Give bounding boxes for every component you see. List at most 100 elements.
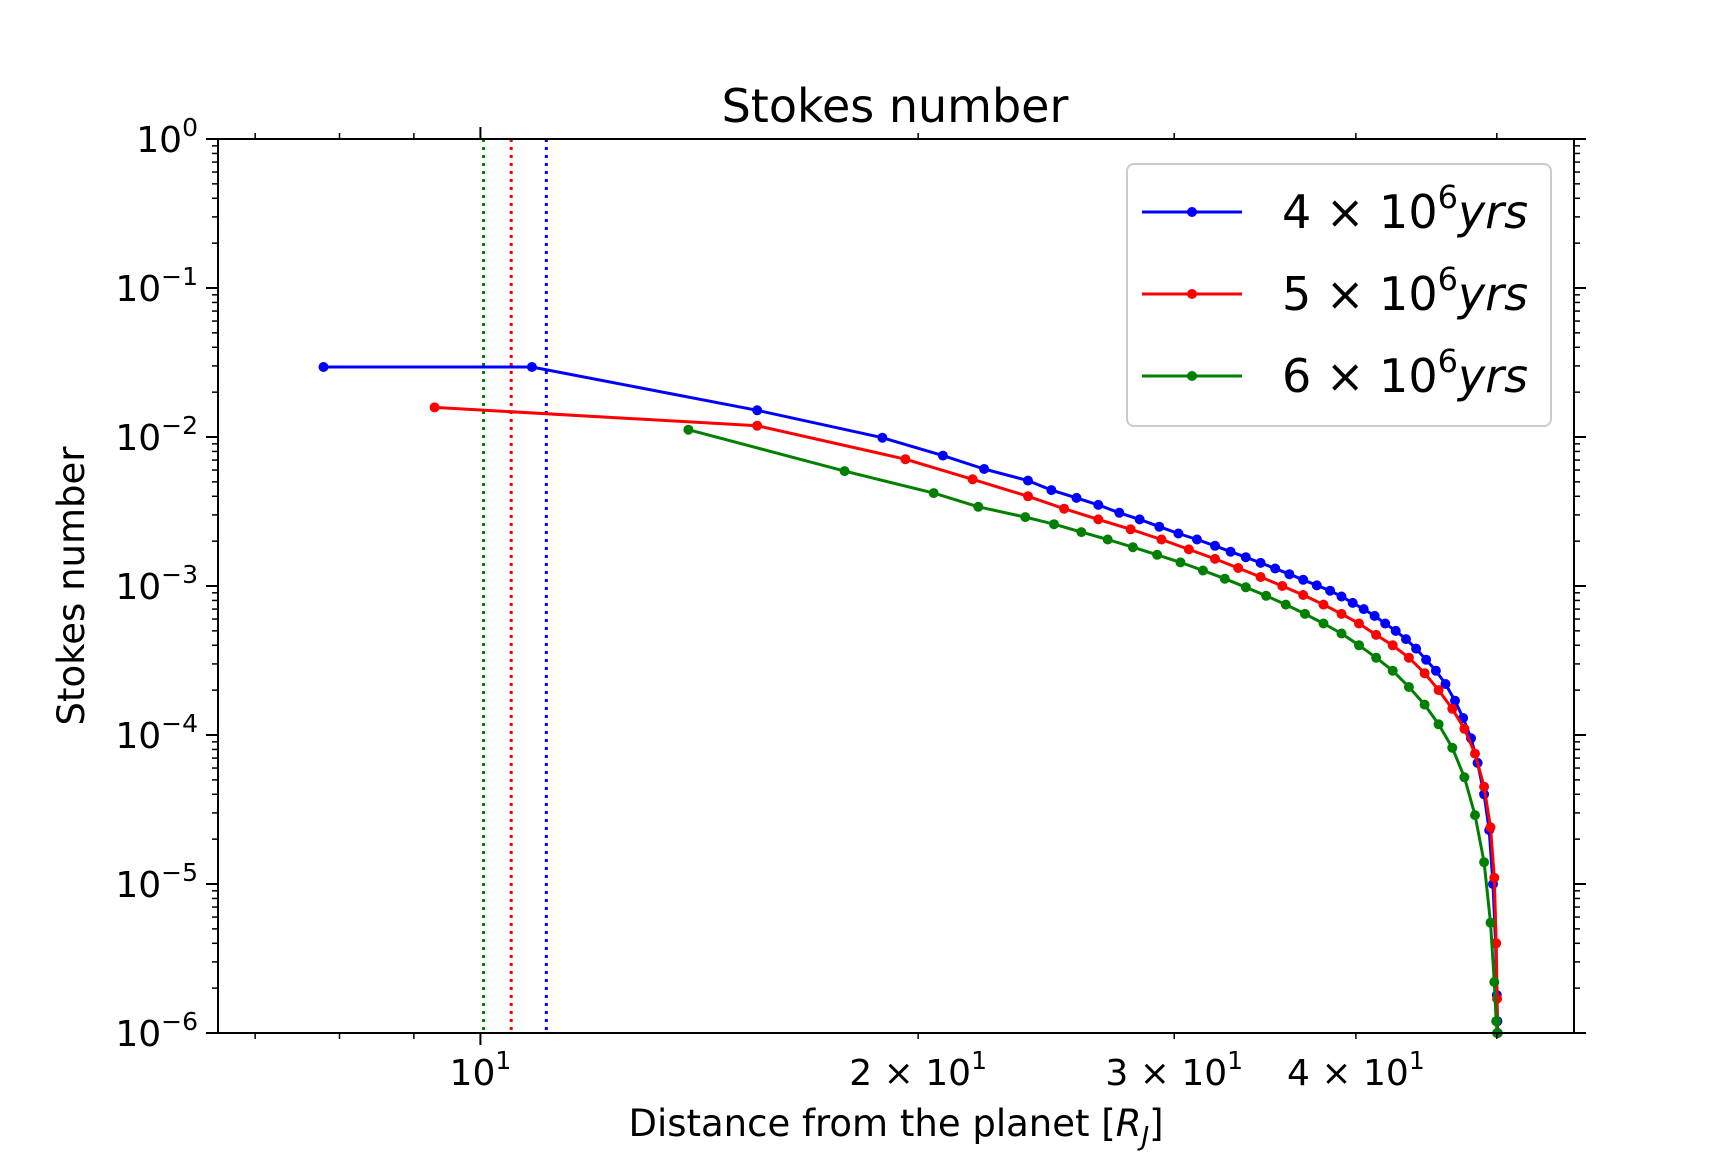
y-tick-labels: 100 10−1 10−2 10−3 10−4 10−5 10−6 bbox=[115, 113, 198, 1055]
axis-ticks bbox=[206, 127, 1586, 1045]
series-3-point bbox=[1300, 608, 1310, 619]
series-2-point bbox=[1318, 599, 1329, 610]
y-tick-label: 10−5 bbox=[115, 858, 198, 906]
series-3-point bbox=[1354, 640, 1364, 651]
series-1-point bbox=[1411, 643, 1422, 654]
series-2-point bbox=[1470, 748, 1480, 759]
series-2-point bbox=[1023, 491, 1033, 502]
series-2-point bbox=[1419, 668, 1430, 679]
series-1-point bbox=[1421, 654, 1432, 665]
series-2-point bbox=[900, 454, 911, 465]
series-2-point bbox=[1183, 544, 1194, 555]
series-2-point bbox=[1298, 590, 1309, 600]
series-1-point bbox=[1284, 569, 1295, 580]
series-3-point bbox=[1280, 599, 1291, 610]
series-1-point bbox=[1358, 604, 1369, 615]
series-2-point bbox=[429, 402, 440, 413]
series-1-point bbox=[1192, 534, 1202, 545]
series-3-point bbox=[1198, 565, 1208, 576]
series-3-point bbox=[1152, 549, 1163, 560]
series-2-point bbox=[1093, 514, 1104, 525]
series-1-point bbox=[1369, 610, 1380, 621]
series-3-point bbox=[1175, 557, 1186, 568]
series-2-point bbox=[1491, 938, 1502, 949]
series-1-point bbox=[1380, 618, 1391, 629]
series-2-point bbox=[1210, 553, 1220, 564]
legend-entry-label: 5 × 106yrs bbox=[1282, 260, 1528, 321]
y-tick-label: 100 bbox=[136, 113, 198, 161]
series-1-point bbox=[1450, 695, 1460, 706]
series-2-point bbox=[1387, 640, 1398, 651]
y-tick-label: 10−3 bbox=[115, 560, 198, 608]
legend-swatch-marker bbox=[1187, 207, 1197, 217]
series-1-point bbox=[1325, 585, 1336, 596]
series-1-point bbox=[752, 405, 763, 416]
data-series bbox=[318, 362, 1503, 1038]
series-1-point bbox=[1255, 557, 1266, 568]
series-2-point bbox=[1354, 618, 1364, 629]
vertical-reference-lines bbox=[482, 139, 548, 1033]
x-axis-label: Distance from the planet [RJ] bbox=[628, 1102, 1163, 1152]
series-3-point bbox=[1049, 519, 1059, 530]
series-3-point bbox=[1479, 857, 1490, 868]
x-tick-label: 2 × 101 bbox=[849, 1046, 987, 1094]
series-3-point bbox=[1102, 534, 1113, 545]
y-tick-label: 10−6 bbox=[115, 1007, 198, 1055]
series-1-point bbox=[318, 362, 329, 372]
series-3-point bbox=[1318, 618, 1329, 629]
series-1-point bbox=[937, 450, 948, 461]
series-2-point bbox=[1125, 524, 1136, 535]
series-3-point bbox=[839, 466, 850, 477]
series-1-point bbox=[1430, 665, 1441, 676]
series-2-point bbox=[752, 420, 763, 431]
series-line-3 bbox=[688, 428, 1499, 1035]
series-3-point bbox=[1261, 590, 1272, 601]
legend-entry-label: 4 × 106yrs bbox=[1282, 178, 1528, 239]
series-3-point bbox=[1419, 699, 1430, 710]
series-3-point bbox=[1076, 527, 1087, 538]
series-3-point bbox=[1489, 977, 1500, 987]
x-tick-labels: 101 2 × 101 3 × 101 4 × 101 bbox=[450, 1046, 1425, 1094]
series-2-point bbox=[1277, 581, 1288, 591]
series-line-2 bbox=[434, 405, 1500, 1034]
x-tick-label: 101 bbox=[450, 1046, 512, 1094]
series-2-point bbox=[1447, 703, 1458, 714]
series-1-point bbox=[1347, 597, 1358, 608]
series-1-point bbox=[526, 362, 537, 372]
x-tick-label: 3 × 101 bbox=[1105, 1046, 1243, 1094]
series-2-point bbox=[1459, 723, 1470, 734]
legend-entry-label: 6 × 106yrs bbox=[1282, 342, 1528, 403]
series-2-point bbox=[1371, 629, 1382, 640]
series-2-point bbox=[1485, 822, 1496, 833]
series-3-point bbox=[928, 488, 939, 499]
series-1-point bbox=[1173, 528, 1184, 539]
series-2-point bbox=[1233, 563, 1244, 573]
series-1-point bbox=[1093, 499, 1104, 510]
series-3-point bbox=[1387, 665, 1398, 676]
series-1-point bbox=[1114, 507, 1125, 518]
series-2-point bbox=[1255, 572, 1266, 582]
series-3-point bbox=[1470, 810, 1480, 821]
series-3-point bbox=[1336, 628, 1347, 639]
series-1-point bbox=[979, 464, 990, 474]
series-1-point bbox=[1336, 591, 1347, 602]
series-2-point bbox=[1479, 781, 1490, 792]
series-1-point bbox=[1071, 492, 1082, 503]
series-3-point bbox=[973, 501, 984, 512]
series-1-point bbox=[1225, 546, 1236, 557]
legend: 4 × 106yrs 5 × 106yrs 6 × 106yrs bbox=[1126, 163, 1552, 427]
series-3-point bbox=[1219, 573, 1230, 584]
y-axis-label: Stokes number bbox=[50, 446, 93, 726]
series-1-point bbox=[1401, 634, 1411, 645]
series-3-point bbox=[1459, 772, 1470, 783]
series-3-point bbox=[1240, 582, 1251, 593]
series-2-point bbox=[967, 474, 978, 485]
series-1-point bbox=[1298, 574, 1309, 585]
series-1-point bbox=[1311, 580, 1322, 591]
series-3-point bbox=[1485, 917, 1496, 928]
series-1-point bbox=[1046, 485, 1057, 496]
series-1-point bbox=[1023, 475, 1033, 486]
series-1-point bbox=[877, 432, 888, 443]
series-3-point bbox=[1020, 512, 1031, 523]
